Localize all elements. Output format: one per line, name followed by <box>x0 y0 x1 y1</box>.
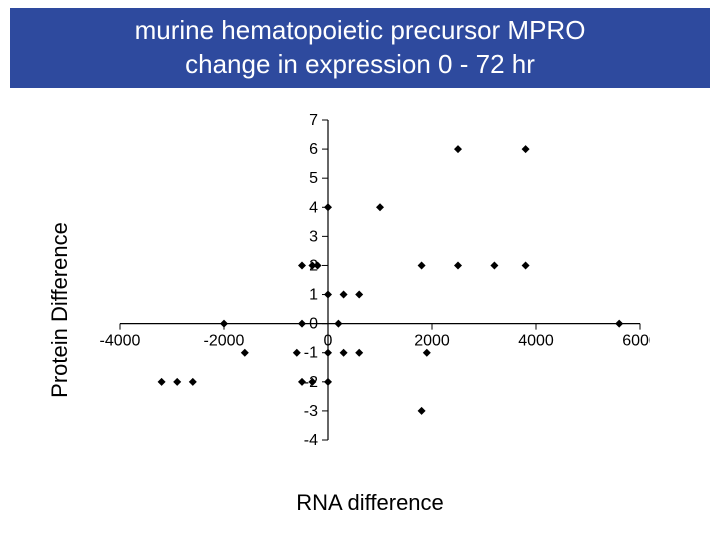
svg-text:-4: -4 <box>304 432 318 449</box>
title-line-2: change in expression 0 - 72 hr <box>185 48 535 82</box>
svg-text:5: 5 <box>309 170 318 187</box>
scatter-chart: Protein Difference -4000-200002000400060… <box>70 110 670 510</box>
svg-text:-2000: -2000 <box>204 333 245 350</box>
svg-text:2000: 2000 <box>414 333 450 350</box>
svg-text:6: 6 <box>309 141 318 158</box>
svg-text:6000: 6000 <box>622 333 650 350</box>
svg-text:0: 0 <box>309 316 318 333</box>
svg-text:1: 1 <box>309 287 318 304</box>
title-line-1: murine hematopoietic precursor MPRO <box>135 14 586 48</box>
svg-text:3: 3 <box>309 228 318 245</box>
x-axis-label: RNA difference <box>296 490 444 516</box>
svg-text:-3: -3 <box>304 403 318 420</box>
svg-text:7: 7 <box>309 112 318 129</box>
svg-text:-1: -1 <box>304 345 318 362</box>
svg-text:-4000: -4000 <box>100 333 141 350</box>
plot-svg: -4000-20000200040006000-4-3-2-101234567 <box>70 110 650 480</box>
title-bar: murine hematopoietic precursor MPRO chan… <box>10 8 710 88</box>
svg-text:0: 0 <box>324 333 333 350</box>
svg-text:4000: 4000 <box>518 333 554 350</box>
y-axis-label: Protein Difference <box>47 222 73 398</box>
svg-text:4: 4 <box>309 199 318 216</box>
